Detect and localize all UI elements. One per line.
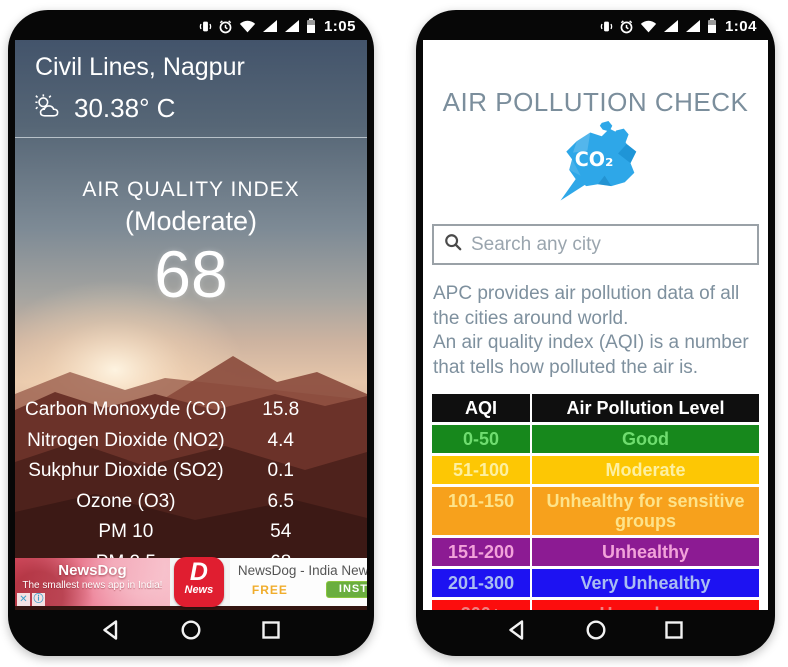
vibrate-icon: [600, 19, 613, 34]
signal-icon: [284, 19, 300, 33]
battery-icon: [707, 18, 717, 34]
recents-icon[interactable]: [260, 619, 282, 641]
co2-cloud-icon: CO₂: [423, 120, 768, 212]
search-box[interactable]: [432, 224, 759, 265]
temperature-label: 30.38° C: [74, 93, 176, 123]
alarm-icon: [619, 19, 634, 34]
ad-info-icon[interactable]: ⓘ: [32, 593, 45, 606]
right-screen: AIR POLLUTION CHECK CO₂: [423, 40, 768, 610]
left-nav-bar: [8, 610, 374, 656]
pollutant-value: 6.5: [267, 490, 294, 512]
newsdog-logo-caption: News: [184, 584, 214, 596]
table-row: 151-200 Unhealthy: [432, 538, 759, 566]
pollutant-label: PM 10: [98, 521, 154, 543]
alarm-icon: [218, 19, 233, 34]
co2-logo-text: CO₂: [574, 148, 613, 171]
pollutant-label: Sukphur Dioxide (SO2): [28, 460, 224, 482]
left-phone-frame: 1:05: [8, 10, 374, 656]
sunset-background-image: [15, 40, 367, 610]
left-status-bar: 1:05: [8, 10, 374, 40]
pollutant-row: PM 10 54: [15, 517, 367, 548]
pollution-level: Unhealthy: [532, 538, 759, 566]
aqi-category: (Moderate): [124, 206, 258, 236]
ad-banner[interactable]: NewsDog The smallest news app in India! …: [15, 557, 367, 607]
app-description: APC provides air pollution data of all t…: [433, 282, 758, 380]
app-title: AIR POLLUTION CHECK: [442, 87, 749, 117]
vibrate-icon: [199, 19, 212, 34]
table-header-level: Air Pollution Level: [532, 394, 759, 422]
aqi-level-table: AQI Air Pollution Level 0-50 Good 51-100…: [432, 394, 759, 610]
signal-icon: [663, 19, 679, 33]
battery-icon: [306, 18, 316, 34]
signal-icon: [685, 19, 701, 33]
pollution-level: Unhealthy for sensitive groups: [532, 487, 759, 535]
pollutant-label: Ozone (O3): [76, 490, 176, 512]
aqi-range: 51-100: [432, 456, 531, 484]
ad-close-icon[interactable]: ✕: [17, 593, 30, 606]
pollutant-row: Carbon Monoxyde (CO) 15.8: [15, 395, 367, 426]
left-screen: Civil Lines, Nagpur 30.38° C AIR QUALITY…: [15, 40, 367, 610]
pollution-level: Very Unhealthy: [532, 569, 759, 597]
back-icon[interactable]: [100, 619, 122, 641]
clock-time: 1:04: [724, 17, 757, 35]
right-phone-frame: 1:04 AIR POLLUTION CHECK CO₂: [416, 10, 775, 656]
sun-behind-cloud-icon: [31, 92, 65, 125]
pollutant-row: Nitrogen Dioxide (NO2) 4.4: [15, 426, 367, 457]
recents-icon[interactable]: [663, 619, 685, 641]
pollutant-list: Carbon Monoxyde (CO) 15.8 Nitrogen Dioxid…: [15, 395, 367, 578]
table-row: 201-300 Very Unhealthy: [432, 569, 759, 597]
ad-headline: NewsDog - India News ...: [237, 563, 367, 578]
aqi-range: 101-150: [432, 487, 531, 535]
aqi-range: 201-300: [432, 569, 531, 597]
wifi-icon: [640, 19, 657, 33]
home-icon[interactable]: [585, 619, 607, 641]
right-nav-bar: [416, 610, 775, 656]
aqi-value: 68: [154, 237, 228, 311]
ad-detail: NewsDog - India News ... FREE INSTALL: [229, 558, 367, 606]
right-status-bar: 1:04: [416, 10, 775, 40]
aqi-range: 300+: [432, 600, 531, 610]
pollutant-value: 0.1: [267, 460, 294, 482]
aqi-range: 151-200: [432, 538, 531, 566]
description-line-2: An air quality index (AQI) is a number t…: [433, 332, 749, 378]
signal-icon: [262, 19, 278, 33]
pollution-level: Hazardous: [532, 600, 759, 610]
table-header-aqi: AQI: [432, 394, 531, 422]
search-input[interactable]: [471, 233, 747, 256]
pollutant-value: 15.8: [262, 399, 300, 421]
table-row: 0-50 Good: [432, 425, 759, 453]
aqi-title: AIR QUALITY INDEX: [82, 178, 300, 201]
pollutant-label: Carbon Monoxyde (CO): [25, 399, 227, 421]
pollutant-row: Sukphur Dioxide (SO2) 0.1: [15, 456, 367, 487]
home-icon[interactable]: [180, 619, 202, 641]
ad-creative[interactable]: NewsDog The smallest news app in India! …: [15, 558, 170, 606]
description-line-1: APC provides air pollution data of all t…: [433, 283, 740, 329]
pollutant-label: Nitrogen Dioxide (NO2): [27, 429, 225, 451]
search-icon: [444, 233, 462, 256]
ad-price-label: FREE: [251, 582, 288, 597]
table-row: 101-150 Unhealthy for sensitive groups: [432, 487, 759, 535]
pollution-level: Good: [532, 425, 759, 453]
table-row: 300+ Hazardous: [432, 600, 759, 610]
ad-subtitle: The smallest news app in India!: [22, 580, 163, 591]
newsdog-logo-glyph: D: [189, 558, 208, 586]
wifi-icon: [239, 19, 256, 33]
clock-time: 1:05: [323, 17, 356, 35]
ad-title: NewsDog: [58, 562, 127, 579]
pollution-level: Moderate: [532, 456, 759, 484]
aqi-range: 0-50: [432, 425, 531, 453]
pollutant-value: 4.4: [267, 429, 294, 451]
install-button[interactable]: INSTALL: [325, 581, 367, 598]
table-header-row: AQI Air Pollution Level: [432, 394, 759, 422]
table-row: 51-100 Moderate: [432, 456, 759, 484]
header-divider: [15, 137, 367, 138]
pollutant-value: 54: [270, 521, 292, 543]
location-label: Civil Lines, Nagpur: [35, 53, 245, 81]
pollutant-row: Ozone (O3) 6.5: [15, 487, 367, 518]
newsdog-app-icon[interactable]: D News: [173, 557, 224, 607]
back-icon[interactable]: [506, 619, 528, 641]
